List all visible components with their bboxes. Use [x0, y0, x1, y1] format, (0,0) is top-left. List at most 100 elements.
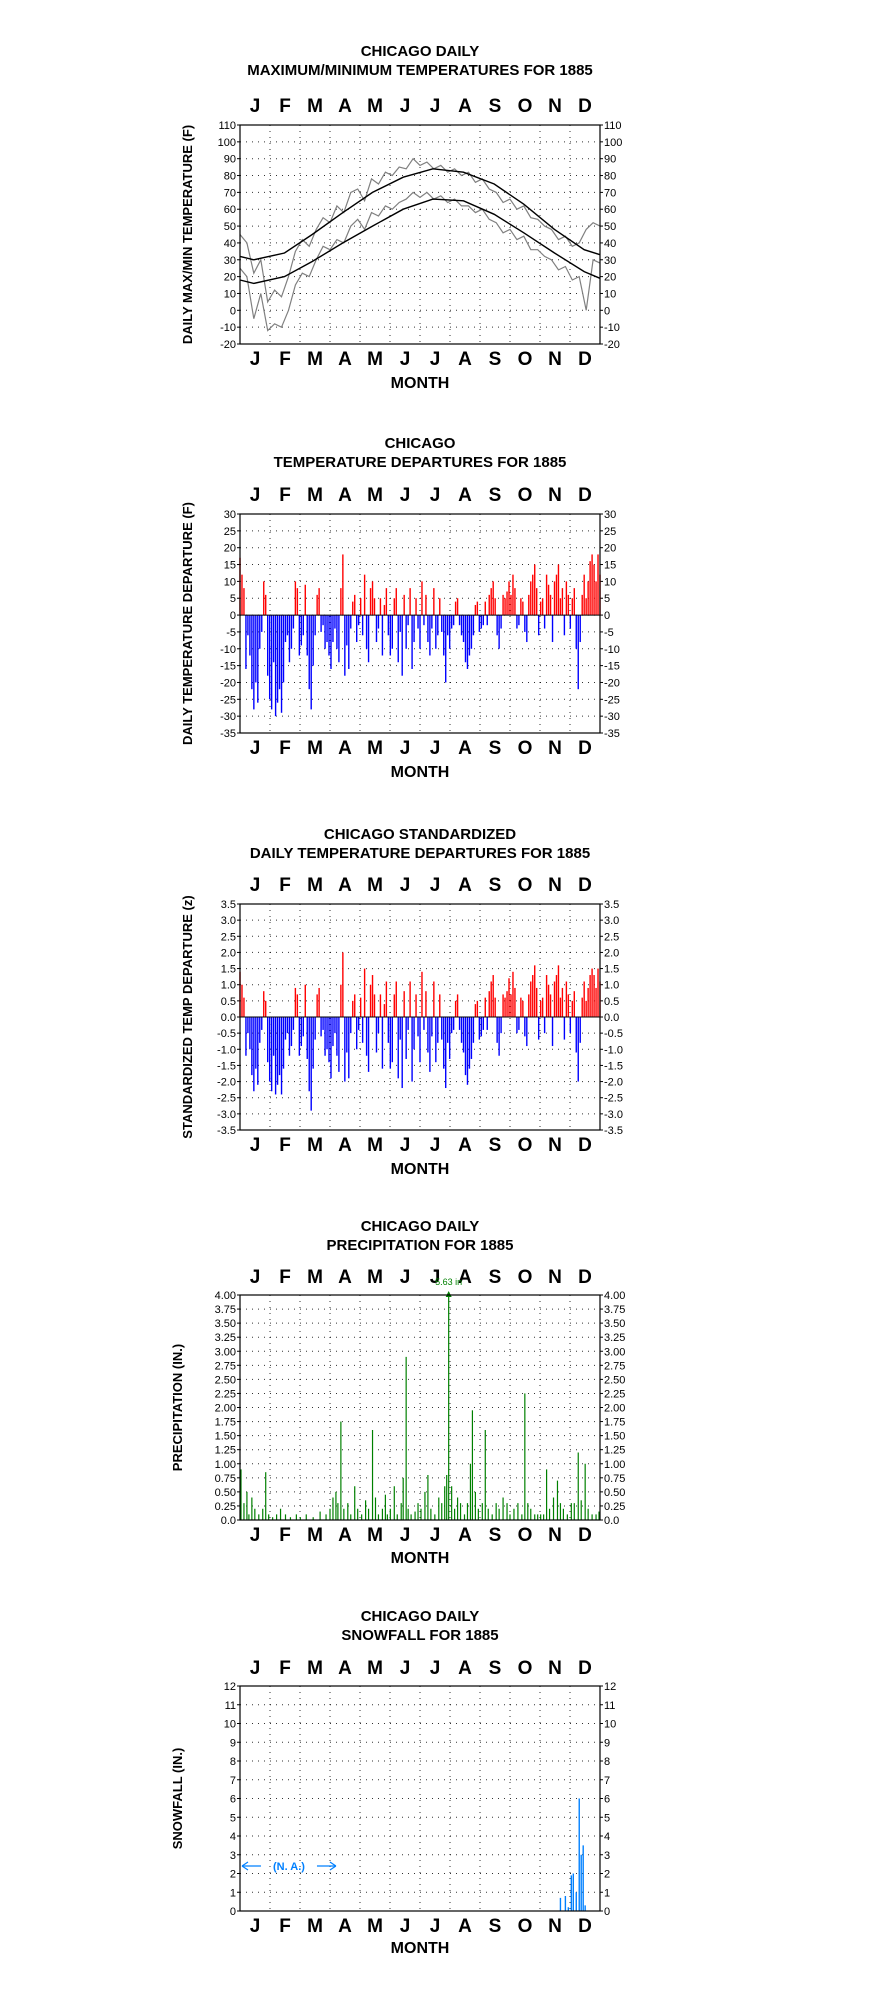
month-label-top: D [578, 485, 592, 506]
y-tick-label-left: 90 [224, 154, 236, 166]
month-label-top: N [548, 96, 562, 117]
month-label-bottom: A [458, 1916, 472, 1937]
y-tick-label-left: 6 [230, 1794, 236, 1806]
month-label-top: S [489, 96, 502, 117]
month-label-top: O [518, 1658, 533, 1679]
plot-frame [239, 124, 601, 345]
y-tick-label-right: 3.5 [604, 899, 619, 911]
y-tick-label-right: 70 [604, 187, 616, 199]
chart-title: TEMPERATURE DEPARTURES FOR 1885 [274, 454, 567, 471]
month-label-bottom: A [458, 1525, 472, 1546]
y-tick-label-right: 10 [604, 1719, 616, 1731]
y-tick-label-right: 2.25 [604, 1388, 625, 1400]
y-tick-label-right: 2.0 [604, 947, 619, 959]
y-tick-label-right: -2.0 [604, 1077, 623, 1089]
normal-min-line [239, 198, 601, 285]
y-tick-label-right: -10 [604, 644, 620, 656]
y-tick-label-right: 7 [604, 1775, 610, 1787]
y-tick-label-left: 100 [218, 137, 236, 149]
month-label-top: J [430, 1267, 441, 1288]
month-label-bottom: M [307, 738, 323, 759]
y-tick-label-left: -1.5 [217, 1060, 236, 1072]
month-label-top: J [400, 96, 411, 117]
month-label-bottom: O [518, 1525, 533, 1546]
y-tick-label-left: 12 [224, 1681, 236, 1693]
y-tick-label-right: 4.00 [604, 1290, 625, 1302]
y-tick-label-right: 25 [604, 526, 616, 538]
month-label-bottom: M [307, 1916, 323, 1937]
x-axis-label: MONTH [391, 764, 450, 781]
y-tick-label-left: 0 [230, 610, 236, 622]
y-tick-label-left: 3.0 [221, 915, 236, 927]
month-label-bottom: J [250, 738, 261, 759]
y-tick-label-left: 2.0 [221, 947, 236, 959]
y-tick-label-left: 1.75 [215, 1417, 236, 1429]
month-label-top: F [279, 485, 291, 506]
y-tick-label-right: 0.0 [604, 1012, 619, 1024]
month-label-bottom: J [400, 349, 411, 370]
chart-3: CHICAGO STANDARDIZED DAILY TEMPERATURE DE… [180, 826, 623, 1178]
month-label-bottom: J [400, 1135, 411, 1156]
month-label-top: N [548, 1267, 562, 1288]
month-label-bottom: F [279, 1525, 291, 1546]
y-tick-label-left: 8 [230, 1756, 236, 1768]
y-tick-label-right: -20 [604, 677, 620, 689]
month-label-bottom: J [250, 349, 261, 370]
y-tick-label-right: 10 [604, 288, 616, 300]
month-label-top: A [338, 875, 352, 896]
month-label-top: O [518, 96, 533, 117]
month-label-top: S [489, 875, 502, 896]
month-label-top: N [548, 875, 562, 896]
y-tick-label-left: -0.5 [217, 1028, 236, 1040]
month-label-top: O [518, 1267, 533, 1288]
month-label-bottom: J [400, 1525, 411, 1546]
month-label-top: M [307, 1267, 323, 1288]
x-axis-label: MONTH [391, 375, 450, 392]
y-tick-label-left: -20 [220, 339, 236, 351]
month-label-top: M [307, 1658, 323, 1679]
daily-min-series [239, 191, 601, 332]
y-tick-label-left: 0.0 [221, 1515, 236, 1527]
month-label-bottom: A [458, 349, 472, 370]
y-tick-label-left: -25 [220, 694, 236, 706]
month-label-bottom: A [338, 1135, 352, 1156]
month-label-bottom: J [430, 349, 441, 370]
month-label-top: J [400, 485, 411, 506]
month-label-bottom: J [430, 1525, 441, 1546]
y-tick-label-right: 5 [604, 593, 610, 605]
y-tick-label-right: 8 [604, 1756, 610, 1768]
x-axis-label: MONTH [391, 1161, 450, 1178]
overflow-annotation: 5.63 in [435, 1277, 462, 1287]
y-tick-label-right: 1 [604, 1887, 610, 1899]
month-label-bottom: A [338, 738, 352, 759]
y-tick-label-left: 1 [230, 1887, 236, 1899]
y-tick-label-left: 1.0 [221, 980, 236, 992]
y-tick-label-right: -1.0 [604, 1044, 623, 1056]
y-tick-label-right: -10 [604, 322, 620, 334]
y-tick-label-right: 9 [604, 1737, 610, 1749]
y-tick-label-right: 12 [604, 1681, 616, 1693]
y-tick-label-left: 0.25 [215, 1501, 236, 1513]
month-label-top: M [367, 1658, 383, 1679]
month-label-bottom: D [578, 1135, 592, 1156]
y-tick-label-right: -25 [604, 694, 620, 706]
y-tick-label-right: 40 [604, 238, 616, 250]
y-tick-label-left: 3.50 [215, 1318, 236, 1330]
month-label-top: M [367, 875, 383, 896]
y-tick-label-right: 0 [604, 610, 610, 622]
y-tick-label-left: 70 [224, 187, 236, 199]
chart-title: CHICAGO STANDARDIZED [324, 826, 516, 843]
month-label-top: N [548, 485, 562, 506]
y-tick-label-left: 0.50 [215, 1487, 236, 1499]
plot-frame [239, 903, 601, 1131]
overflow-arrow-icon [445, 1291, 452, 1297]
month-label-bottom: J [430, 1135, 441, 1156]
month-label-bottom: S [489, 1916, 502, 1937]
y-tick-label-right: 60 [604, 204, 616, 216]
month-label-bottom: O [518, 1135, 533, 1156]
y-tick-label-left: 11 [225, 1700, 236, 1712]
month-label-bottom: J [400, 738, 411, 759]
month-label-top: F [279, 1658, 291, 1679]
y-tick-label-left: -20 [220, 677, 236, 689]
y-tick-label-left: 2.25 [215, 1388, 236, 1400]
